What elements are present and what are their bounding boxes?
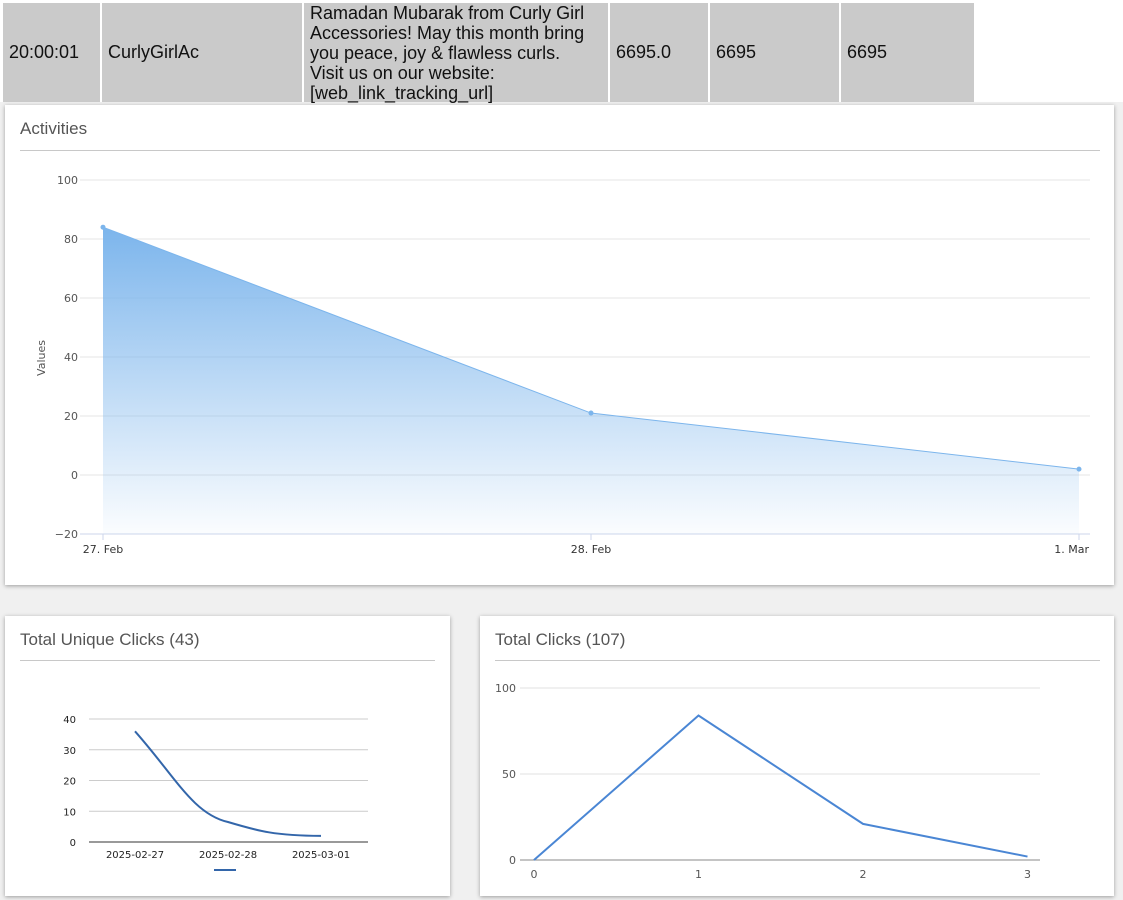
y-tick-label: 100 — [495, 682, 516, 695]
y-tick-label: 20 — [63, 777, 76, 788]
total-clicks-card: Total Clicks (107) 100 50 0 0 1 2 3 — [480, 616, 1114, 896]
y-tick-label: 0 — [509, 854, 516, 867]
x-tick-label: 3 — [1024, 868, 1031, 881]
y-axis-label: Values — [35, 340, 48, 376]
message-cell: Ramadan Mubarak from Curly Girl Accessor… — [304, 3, 608, 103]
unique-clicks-title: Total Unique Clicks (43) — [20, 630, 200, 649]
total-clicks-chart: 100 50 0 0 1 2 3 — [495, 682, 1040, 881]
unique-clicks-chart: 40 30 20 10 0 2025-02-27 2025-02-28 2025-03-01 — [63, 715, 368, 871]
y-tick-label: 0 — [71, 469, 78, 482]
y-tick-label: 10 — [63, 807, 76, 818]
y-tick-label: 50 — [502, 768, 516, 781]
value-cell-2: 6695 — [710, 3, 839, 102]
y-tick-label: 80 — [64, 233, 78, 246]
y-tick-label: 40 — [64, 351, 78, 364]
x-tick-label: 27. Feb — [83, 543, 123, 556]
unique-clicks-card: Total Unique Clicks (43) 40 30 20 10 0 2025-… — [5, 616, 450, 896]
card-divider — [20, 150, 1100, 151]
y-tick-label: −20 — [55, 528, 78, 541]
y-tick-label: 60 — [64, 292, 78, 305]
value-cell-3: 6695 — [841, 3, 974, 102]
data-table-row: 20:00:01 CurlyGirlAc Ramadan Mubarak fro… — [0, 0, 1123, 103]
x-tick-label: 2025-02-27 — [106, 850, 164, 861]
total-clicks-title: Total Clicks (107) — [495, 630, 626, 649]
account-cell: CurlyGirlAc — [102, 3, 302, 102]
y-tick-label: 30 — [63, 746, 76, 757]
y-tick-label: 20 — [64, 410, 78, 423]
unique-clicks-series-line — [134, 730, 322, 837]
x-tick-label: 0 — [531, 868, 538, 881]
x-tick-label: 2 — [860, 868, 867, 881]
activities-chart: 100 80 60 40 20 0 −20 27. Feb 28. Feb 1. Mar Val… — [35, 174, 1090, 556]
card-divider — [20, 660, 435, 661]
card-divider — [495, 660, 1100, 661]
x-tick-label: 1 — [695, 868, 702, 881]
x-tick-label: 1. Mar — [1054, 543, 1089, 556]
activities-card: Activities 100 80 60 40 20 0 −20 27. Feb 28. Fe… — [5, 105, 1114, 585]
x-tick-label: 28. Feb — [571, 543, 611, 556]
x-tick-label: 2025-03-01 — [292, 850, 350, 861]
time-cell: 20:00:01 — [3, 3, 100, 102]
data-point[interactable] — [588, 410, 594, 416]
activities-area — [103, 227, 1079, 534]
data-point[interactable] — [100, 224, 106, 230]
data-point[interactable] — [1076, 466, 1082, 472]
x-tick-label: 2025-02-28 — [199, 850, 257, 861]
value-cell-1: 6695.0 — [610, 3, 708, 102]
y-tick-label: 40 — [63, 715, 76, 726]
total-clicks-series-line — [533, 714, 1028, 861]
y-tick-label: 0 — [70, 838, 76, 849]
activities-title: Activities — [20, 119, 88, 138]
y-tick-label: 100 — [57, 174, 78, 187]
